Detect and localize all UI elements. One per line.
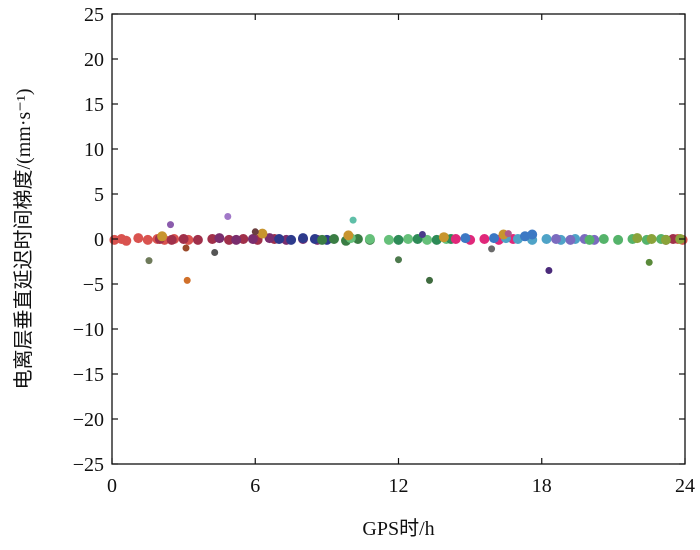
data-point [438,232,449,243]
outlier-point [488,245,496,253]
y-tick-label: −15 [73,364,104,386]
y-tick-label: 15 [84,94,104,116]
outlier-point [545,267,553,274]
data-point [660,234,671,245]
outlier-point [211,249,219,256]
outlier-point [395,256,402,264]
data-point [527,229,538,240]
data-point [257,228,268,239]
data-point [214,233,225,244]
y-tick-label: 5 [94,184,104,206]
x-tick-label: 6 [250,475,260,497]
outlier-point [349,216,357,224]
data-point [460,233,471,244]
data-point [632,233,643,244]
x-tick-label: 0 [107,475,117,497]
data-point [274,234,285,244]
data-point [157,231,168,242]
x-tick-label: 12 [389,475,409,497]
data-point [166,234,177,245]
data-point [121,235,132,246]
data-point [264,233,275,244]
data-point [403,234,414,244]
data-point [551,234,562,244]
outlier-point [145,257,153,265]
x-axis-label: GPS时/h [362,517,434,540]
outlier-point [167,221,174,229]
data-point [178,234,189,244]
outlier-point [426,276,433,284]
data-point [422,234,433,245]
data-point [613,234,624,245]
data-point [343,230,354,241]
data-point [142,234,153,245]
data-point [192,234,203,245]
y-tick-label: −20 [73,409,104,431]
y-tick-label: −5 [83,274,104,296]
data-point [298,233,308,244]
data-point [541,234,552,244]
outlier-point [645,258,653,266]
data-point [584,234,595,245]
y-tick-label: −10 [73,319,104,341]
data-point [565,234,576,245]
outlier-point [251,228,259,236]
outlier-point [182,244,190,252]
data-point [383,234,394,245]
data-point [286,234,297,245]
y-axis-label: 电离层垂直延迟时间梯度/(mm·s⁻¹) [12,89,35,390]
data-point [450,234,461,244]
outlier-point [224,213,232,220]
y-tick-label: −25 [73,454,104,476]
x-tick-label: 24 [675,475,695,497]
x-tick-label: 18 [532,475,552,497]
y-tick-label: 0 [94,229,104,251]
y-tick-label: 20 [84,49,104,71]
outlier-point [418,231,426,238]
data-point [133,233,144,244]
data-point [364,234,375,244]
outlier-point [504,230,512,238]
data-point [224,234,234,245]
data-point [329,234,339,244]
data-point [598,234,609,244]
data-point [489,233,499,244]
data-points [109,213,688,284]
data-point [646,234,657,244]
data-point [393,234,404,245]
y-tick-label: 25 [84,4,104,26]
data-point [231,234,242,245]
outlier-point [183,276,191,284]
data-point [247,234,258,244]
data-point [317,234,328,245]
y-tick-label: 10 [84,139,104,161]
data-point [479,234,490,244]
